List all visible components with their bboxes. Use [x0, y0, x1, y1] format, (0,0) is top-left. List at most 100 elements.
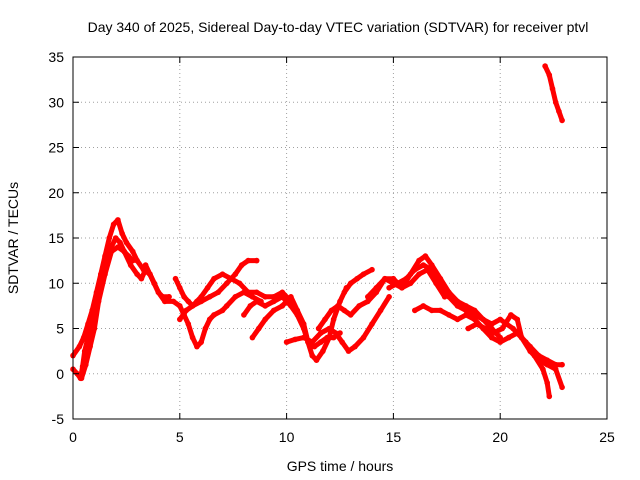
data-point	[138, 275, 145, 282]
data-point	[198, 339, 204, 345]
data-point	[497, 316, 504, 323]
data-point	[172, 275, 179, 282]
data-point	[279, 303, 286, 309]
y-tick-label: 25	[48, 140, 64, 156]
data-point	[219, 271, 226, 278]
data-point	[559, 117, 565, 124]
data-point	[313, 357, 320, 364]
data-point	[283, 339, 290, 345]
y-tick-label: 35	[48, 49, 64, 65]
grid-layer	[73, 57, 607, 419]
data-point	[315, 325, 322, 332]
data-point	[326, 334, 333, 341]
data-point	[309, 339, 316, 345]
data-point	[535, 357, 542, 364]
data-point	[151, 280, 157, 287]
data-point	[559, 361, 565, 368]
data-point	[335, 303, 341, 309]
data-point	[102, 271, 108, 278]
data-point	[473, 321, 480, 327]
data-point	[407, 280, 414, 287]
x-tick-label: 5	[176, 429, 184, 445]
data-point	[123, 239, 130, 246]
y-tick-label: 10	[48, 275, 64, 291]
data-point	[422, 253, 429, 259]
data-point	[249, 334, 256, 341]
data-point	[121, 248, 128, 255]
data-point	[102, 253, 108, 259]
data-point	[356, 303, 363, 309]
data-point	[480, 316, 486, 323]
data-point	[181, 294, 187, 300]
data-point	[89, 307, 95, 314]
data-point	[420, 303, 427, 309]
data-point	[78, 375, 85, 382]
data-point	[255, 325, 262, 332]
y-tick-label: 20	[48, 185, 64, 201]
data-point	[253, 298, 260, 305]
data-point	[330, 316, 337, 323]
data-point	[117, 239, 123, 246]
data-point	[232, 271, 239, 278]
data-point	[115, 217, 121, 223]
data-point	[300, 321, 307, 327]
x-tick-label: 20	[492, 429, 508, 445]
data-point	[471, 316, 478, 323]
data-point	[108, 248, 115, 255]
data-point	[166, 294, 172, 300]
data-point	[177, 303, 183, 309]
data-point	[416, 257, 422, 264]
y-tick-label: -5	[52, 411, 65, 427]
data-point	[80, 334, 87, 341]
data-point	[412, 307, 418, 314]
data-point	[110, 221, 117, 228]
data-point	[546, 72, 553, 78]
data-point	[377, 307, 384, 314]
data-point	[271, 307, 277, 314]
data-point	[318, 330, 324, 336]
data-point	[142, 262, 149, 268]
series-line-track-3	[79, 244, 172, 381]
x-tick-label: 0	[69, 429, 77, 445]
data-point	[115, 244, 121, 250]
data-point	[463, 312, 469, 318]
data-point	[224, 303, 230, 309]
data-point	[294, 307, 301, 314]
data-point	[247, 303, 254, 309]
data-point	[189, 303, 196, 309]
data-point	[369, 321, 375, 327]
data-point	[420, 262, 427, 268]
data-point	[189, 334, 196, 341]
data-point	[183, 307, 189, 314]
data-point	[318, 339, 324, 345]
series-line-track-15	[465, 312, 565, 390]
x-tick-label: 15	[386, 429, 402, 445]
data-point	[211, 275, 217, 282]
data-point	[320, 348, 326, 354]
data-point	[177, 316, 183, 323]
data-point	[354, 275, 360, 282]
data-point	[446, 294, 452, 300]
x-tick-label: 10	[279, 429, 295, 445]
data-point	[488, 321, 495, 327]
data-point	[365, 294, 371, 300]
data-point	[206, 316, 213, 323]
data-point	[552, 366, 559, 373]
data-point	[518, 334, 525, 341]
data-point	[177, 285, 183, 291]
data-point	[119, 230, 125, 237]
data-point	[454, 316, 461, 323]
data-point	[544, 380, 550, 386]
data-point	[112, 235, 119, 241]
data-point	[300, 334, 307, 341]
data-point	[549, 85, 556, 92]
data-point	[437, 307, 444, 314]
data-point	[253, 257, 260, 264]
data-point	[130, 248, 136, 255]
data-point	[279, 294, 286, 300]
data-point	[245, 257, 251, 264]
data-point	[556, 108, 562, 115]
data-point	[339, 339, 345, 345]
x-axis-label: GPS time / hours	[287, 458, 394, 474]
data-point	[542, 63, 548, 69]
